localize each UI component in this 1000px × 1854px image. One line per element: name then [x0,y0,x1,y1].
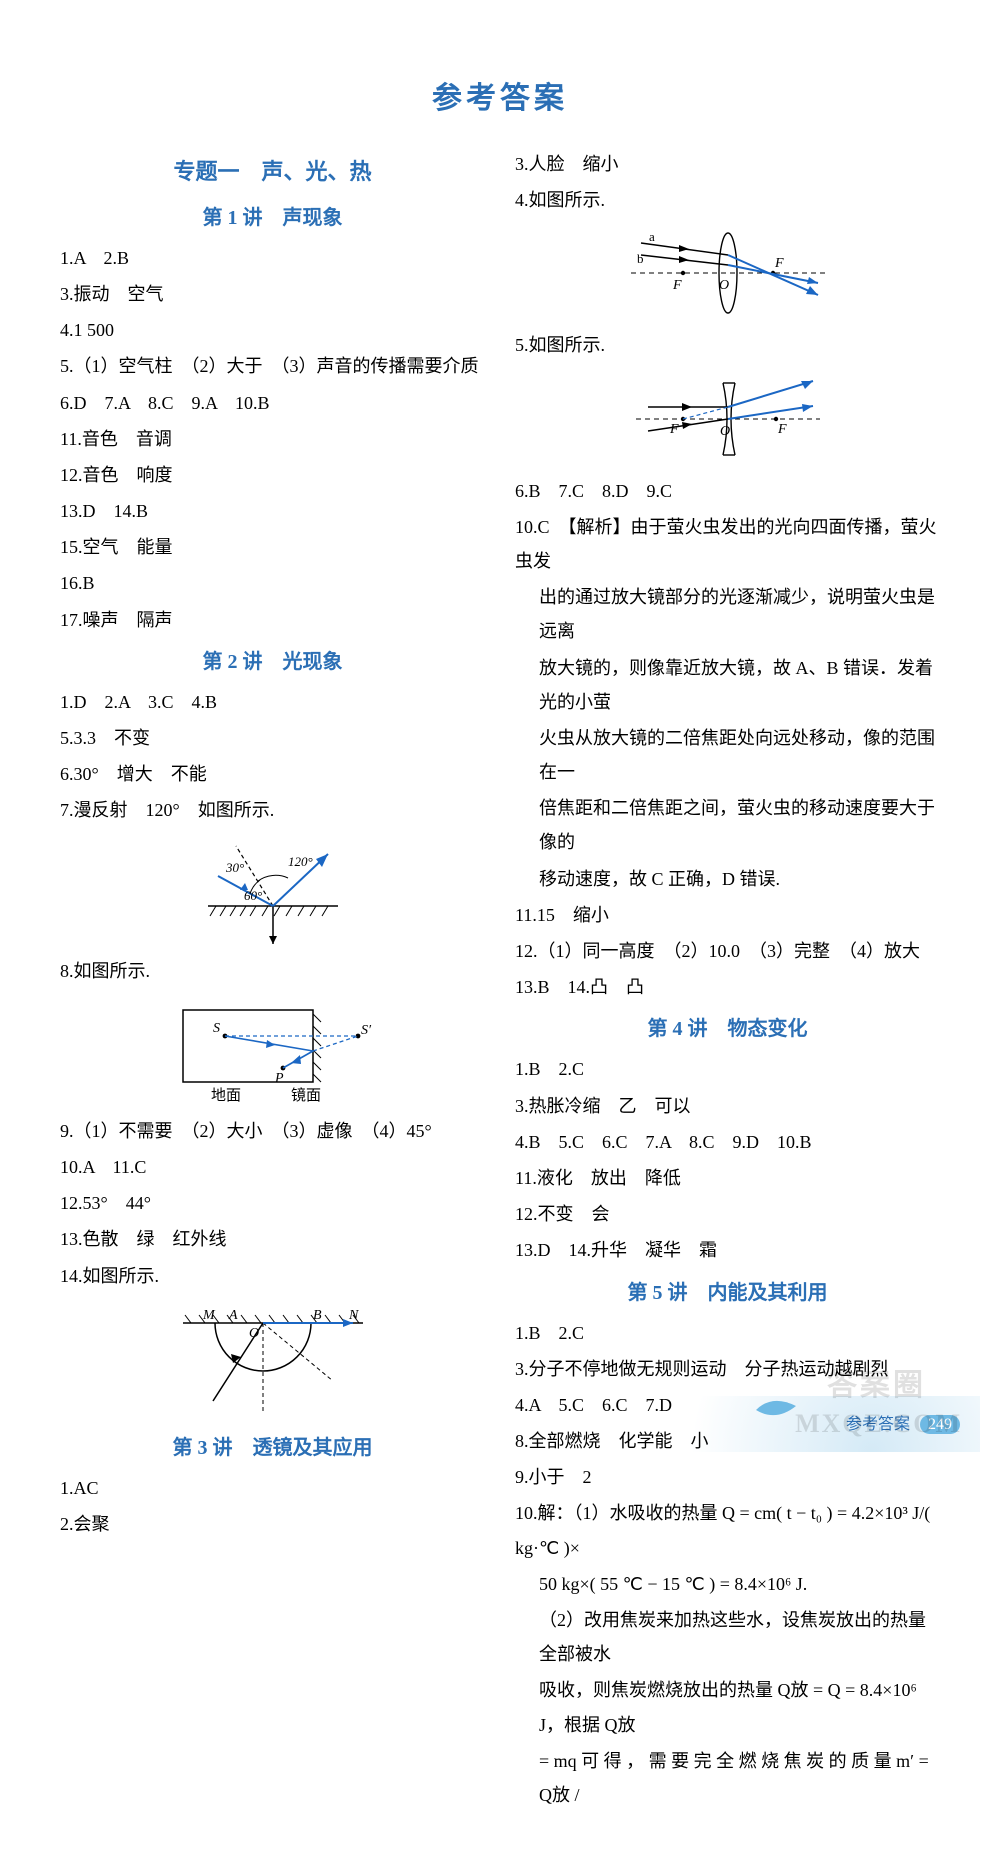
answer-line: 15.空气 能量 [60,530,485,564]
figure-semicircle-refraction: M A B N O [60,1301,485,1421]
answer-line: 17.噪声 隔声 [60,603,485,637]
answer-line: 12.53° 44° [60,1186,485,1220]
answer-line: 5.如图所示. [515,328,940,362]
answer-line: 6.30° 增大 不能 [60,757,485,791]
answer-line: 10.解：（1）水吸收的热量 Q = cm( t − t₀ ) = 4.2×10… [515,1496,940,1564]
svg-text:B: B [313,1308,322,1323]
svg-text:F: F [669,422,679,437]
answer-line: 5.（1）空气柱 （2）大于 （3）声音的传播需要介质 [60,349,485,383]
figure-reflection-angles: 30° 60° 120° [60,836,485,946]
answer-line: 9.（1）不需要 （2）大小 （3）虚像 （4）45° [60,1114,485,1148]
answer-line: 出的通过放大镜部分的光逐渐减少，说明萤火虫是远离 [515,580,940,648]
answer-line: 7.漫反射 120° 如图所示. [60,793,485,827]
answer-line: 1.A 2.B [60,241,485,275]
answer-line: 13.色散 绿 红外线 [60,1222,485,1256]
answer-line: 13.D 14.B [60,494,485,528]
answer-line: 1.B 2.C [515,1052,940,1086]
answer-line: 2.会聚 [60,1507,485,1541]
answer-line: 吸收，则焦炭燃烧放出的热量 Q放 = Q = 8.4×10⁶ J，根据 Q放 [515,1673,940,1741]
answer-line: 11.15 缩小 [515,898,940,932]
answer-line: 6.B 7.C 8.D 9.C [515,474,940,508]
answer-line: 3.人脸 缩小 [515,147,940,181]
svg-text:F: F [672,278,682,293]
answer-line: 8.如图所示. [60,954,485,988]
figure-concave-lens: F F O [515,371,940,466]
topic-1-heading: 专题一 声、光、热 [60,151,485,193]
answer-line: 1.AC [60,1471,485,1505]
answer-line: = mq 可 得 ， 需 要 完 全 燃 烧 焦 炭 的 质 量 m′ = Q放… [515,1744,940,1812]
answer-line: 11.液化 放出 降低 [515,1161,940,1195]
answer-line: 50 kg×( 55 ℃ − 15 ℃ ) = 8.4×10⁶ J. [515,1567,940,1601]
svg-text:P: P [274,1071,284,1086]
figure-convex-lens: F F O a b [515,225,940,320]
answer-line: 火虫从放大镜的二倍焦距处向远处移动，像的范围在一 [515,721,940,789]
svg-text:M: M [202,1308,216,1323]
svg-text:60°: 60° [244,888,262,903]
lecture-5-heading: 第 5 讲 内能及其利用 [515,1274,940,1312]
lecture-2-heading: 第 2 讲 光现象 [60,643,485,681]
two-column-layout: 专题一 声、光、热 第 1 讲 声现象 1.A 2.B 3.振动 空气 4.1 … [60,145,940,1814]
lecture-3-heading: 第 3 讲 透镜及其应用 [60,1429,485,1467]
answer-line: 9.小于 2 [515,1460,940,1494]
figure-plane-mirror: S S′ P 地面 镜面 [60,996,485,1106]
svg-text:a: a [649,229,655,244]
answer-line: 10.A 11.C [60,1150,485,1184]
right-column: 3.人脸 缩小 4.如图所示. F F O a b [515,145,940,1814]
answer-line: 3.振动 空气 [60,277,485,311]
svg-text:S′: S′ [361,1023,372,1038]
answer-line: 1.D 2.A 3.C 4.B [60,685,485,719]
svg-text:地面: 地面 [211,1087,241,1104]
answer-line: 11.音色 音调 [60,422,485,456]
answer-line: 4.B 5.C 6.C 7.A 8.C 9.D 10.B [515,1125,940,1159]
svg-text:A: A [228,1308,238,1323]
answer-line: 13.D 14.升华 凝华 霜 [515,1233,940,1267]
answer-line: 12.音色 响度 [60,458,485,492]
svg-text:镜面: 镜面 [291,1086,321,1104]
svg-text:b: b [637,251,644,266]
answer-line: 5.3.3 不变 [60,721,485,755]
answer-line: 移动速度，故 C 正确，D 错误. [515,862,940,896]
svg-text:30°: 30° [225,860,244,875]
svg-text:O: O [719,278,729,293]
svg-text:F: F [774,256,784,271]
answer-line: （2）改用焦炭来加热这些水，设焦炭放出的热量全部被水 [515,1603,940,1671]
answer-line: 13.B 14.凸 凸 [515,970,940,1004]
left-column: 专题一 声、光、热 第 1 讲 声现象 1.A 2.B 3.振动 空气 4.1 … [60,145,485,1814]
svg-text:O: O [720,424,730,439]
leaf-icon [754,1396,800,1422]
svg-text:120°: 120° [288,854,313,869]
lecture-1-heading: 第 1 讲 声现象 [60,199,485,237]
answer-line: 12.不变 会 [515,1197,940,1231]
svg-text:N: N [348,1308,359,1323]
answer-line: 倍焦距和二倍焦距之间，萤火虫的移动速度要大于像的 [515,791,940,859]
svg-text:O: O [249,1326,259,1341]
answer-line: 16.B [60,566,485,600]
svg-text:S: S [213,1021,220,1036]
answer-line: 1.B 2.C [515,1316,940,1350]
watermark-url: MXQE.COM [795,1399,962,1448]
answer-line: 放大镜的，则像靠近放大镜，故 A、B 错误．发着光的小萤 [515,651,940,719]
svg-text:F: F [777,422,787,437]
answer-line: 14.如图所示. [60,1259,485,1293]
lecture-4-heading: 第 4 讲 物态变化 [515,1010,940,1048]
answer-line: 6.D 7.A 8.C 9.A 10.B [60,386,485,420]
answer-line: 12.（1）同一高度 （2）10.0 （3）完整 （4）放大 [515,934,940,968]
answer-line: 4.1 500 [60,313,485,347]
answer-line: 3.热胀冷缩 乙 可以 [515,1089,940,1123]
answer-line: 10.C 【解析】由于萤火虫发出的光向四面传播，萤火虫发 [515,510,940,578]
page-title: 参考答案 [60,70,940,127]
answer-line: 4.如图所示. [515,183,940,217]
